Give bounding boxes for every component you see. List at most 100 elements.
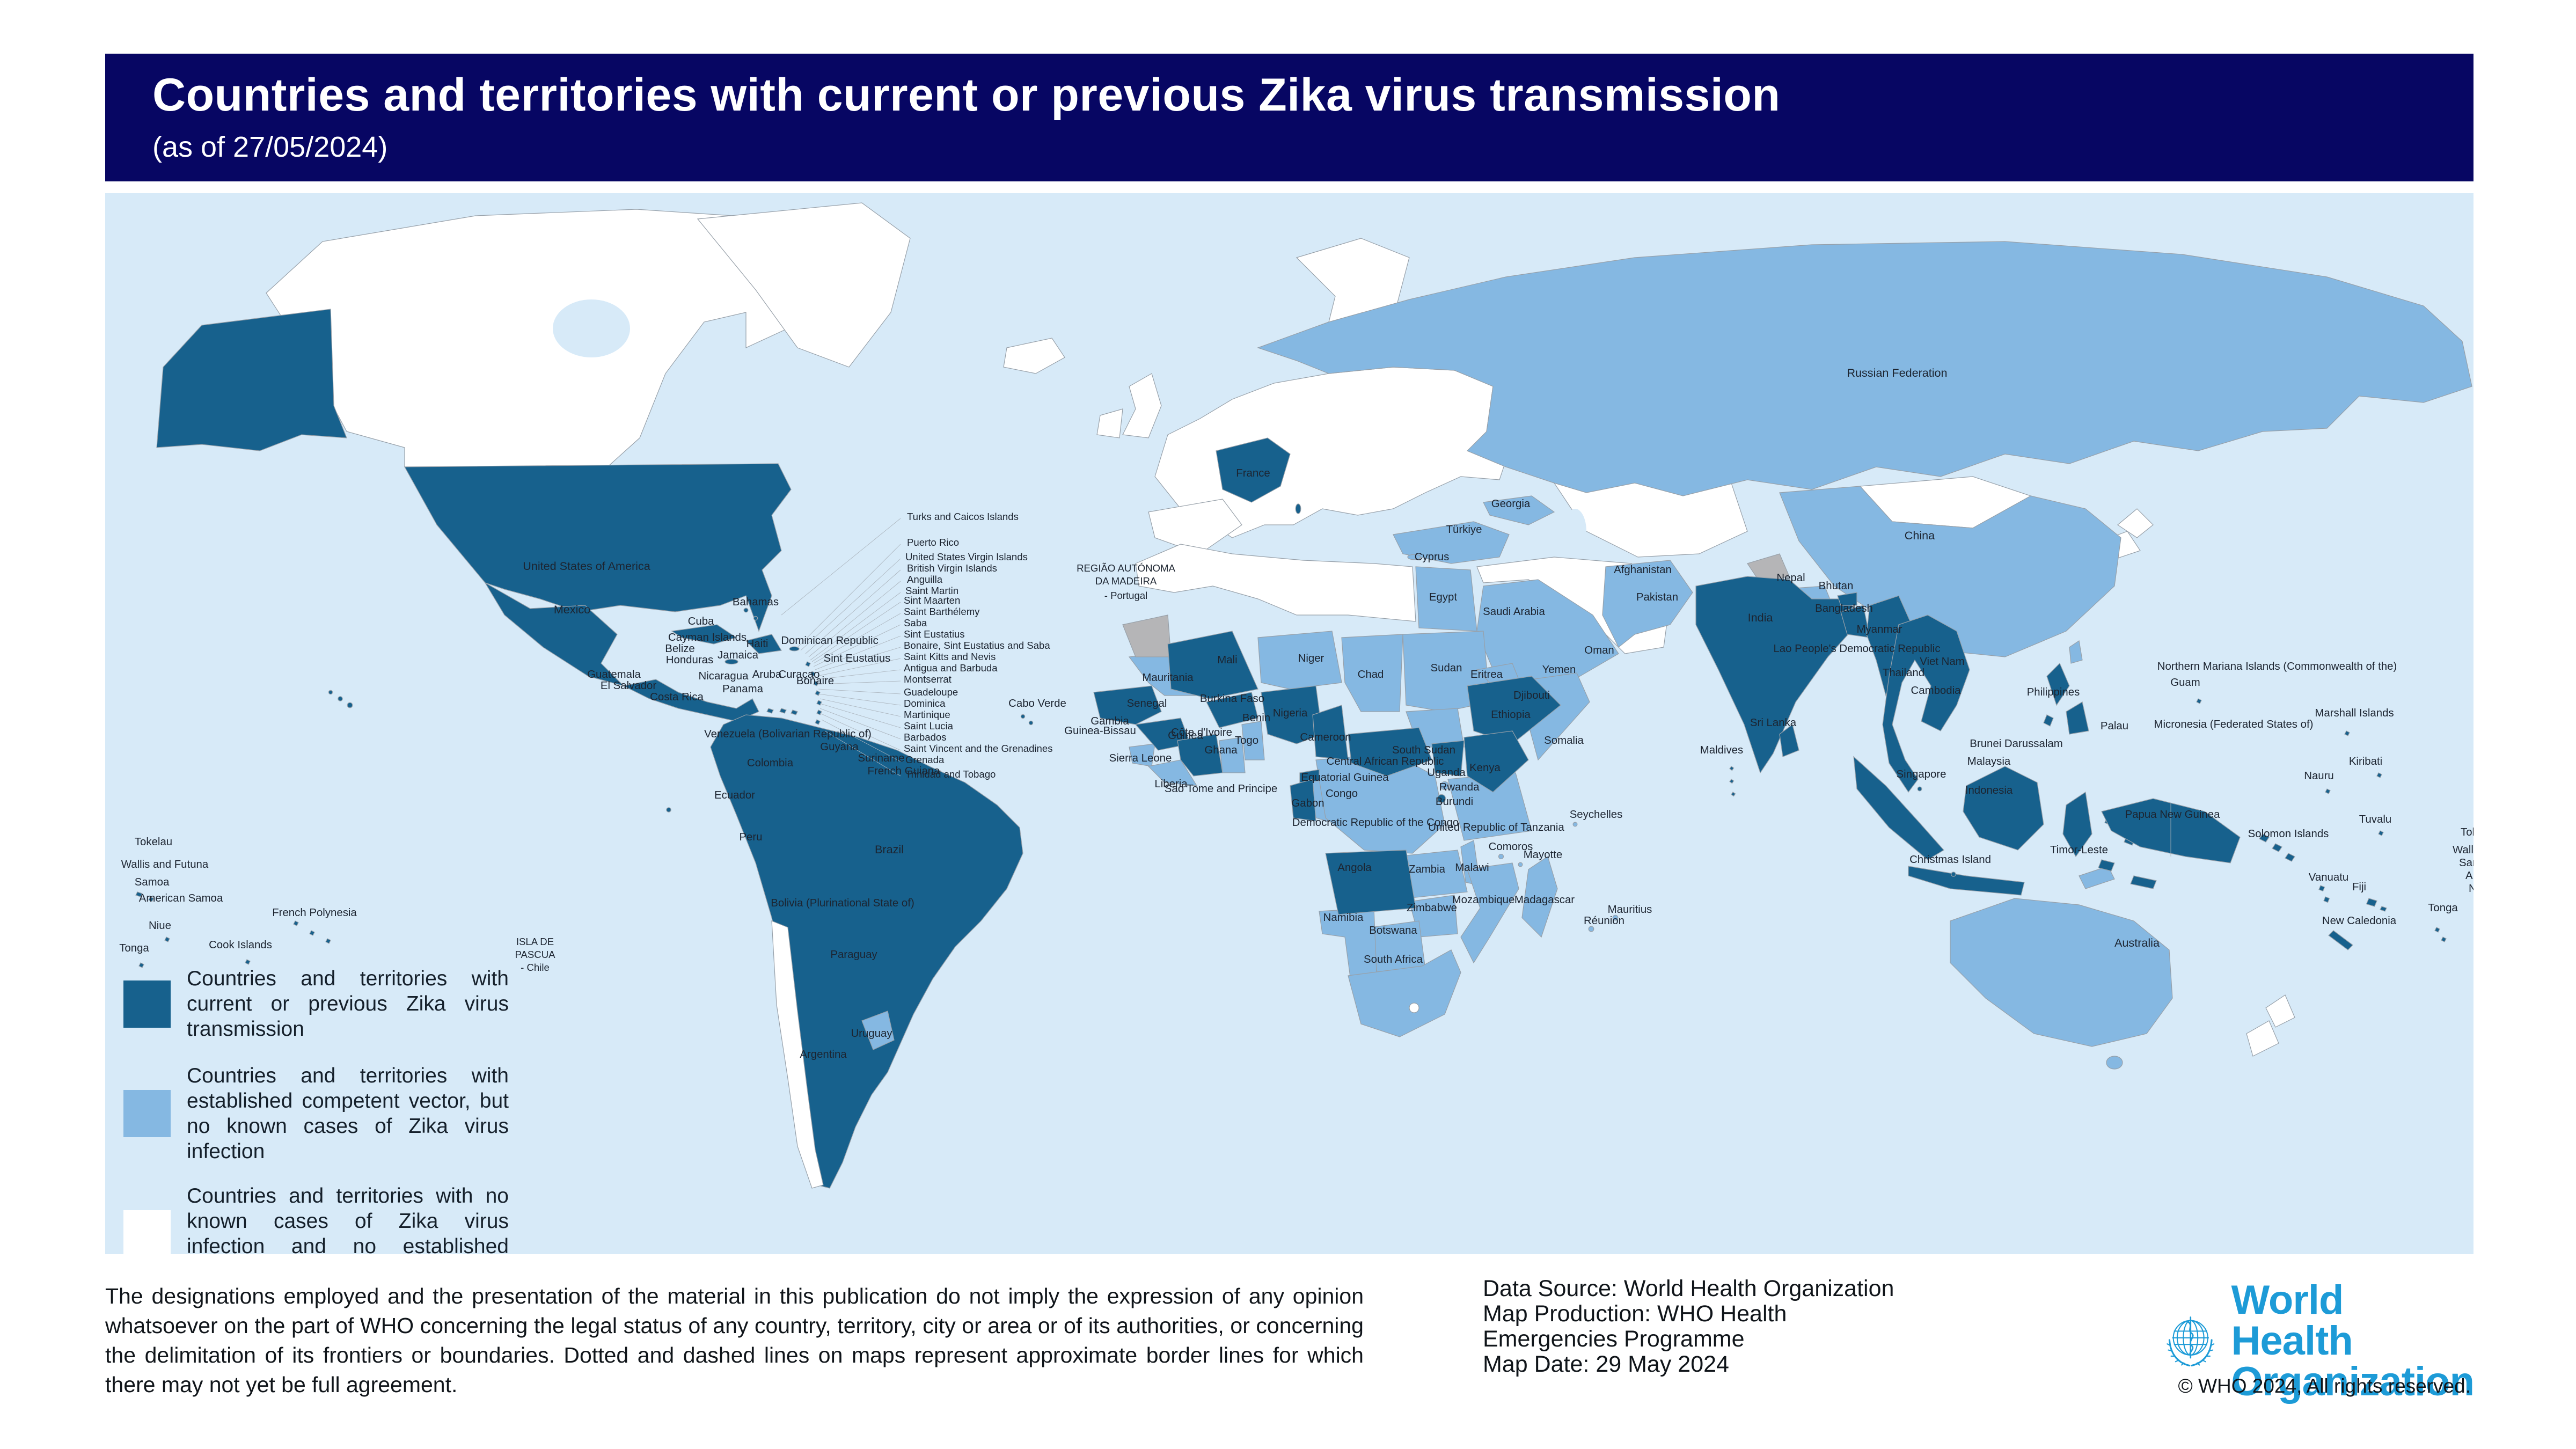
legend-swatch-none: [123, 1210, 171, 1254]
map-label: Jamaica: [718, 649, 759, 661]
country-russian-federation: [1257, 241, 2472, 496]
country-chile: [771, 920, 824, 1189]
islands-polynesia-left: [135, 891, 331, 968]
world-map: United States of America Mexico Bahamas Cub…: [105, 193, 2473, 1254]
page-title: Countries and territories with current o…: [152, 69, 1781, 121]
map-label: Egypt: [1429, 591, 1457, 603]
map-label: Guadeloupe: [904, 686, 958, 698]
copyright-text: © WHO 2024, All rights reserved.: [2178, 1375, 2471, 1397]
map-label: Montserrat: [904, 674, 952, 685]
islands-abc: [766, 708, 798, 715]
map-label: Afghanistan: [1614, 564, 1672, 576]
legend-swatch-transmission: [123, 980, 171, 1028]
map-label: Northern Mariana Islands (Commonwealth o…: [2157, 661, 2397, 672]
world-map-svg: United States of America Mexico Bahamas Cub…: [119, 202, 2473, 1189]
map-label: Bahamas: [733, 596, 779, 608]
legend-item-none: Countries and territories with no known …: [123, 1183, 564, 1254]
island-reunion: [1588, 926, 1594, 932]
legend-swatch-vector: [123, 1090, 171, 1137]
region-togo-benin: [1241, 721, 1265, 760]
map-label: Russian Federation: [1847, 366, 1947, 379]
map-label: Sint Eustatius: [904, 628, 965, 640]
map-label: Maldives: [1700, 744, 1743, 756]
map-label: Lao People's Democratic Republic: [1773, 643, 1940, 655]
map-label: Suriname: [858, 752, 904, 764]
map-label: Myanmar: [1857, 624, 1902, 635]
country-gabon: [1290, 779, 1316, 822]
map-label: Mauritius: [1608, 904, 1652, 916]
map-label: Togo: [1235, 735, 1258, 747]
map-label: Nicaragua: [699, 670, 749, 682]
islands-maldives: [1729, 766, 1736, 797]
map-label: Cook Islands: [209, 939, 272, 951]
legend-item-vector: Countries and territories with establish…: [123, 1063, 564, 1164]
map-label: Philippines: [2027, 686, 2080, 698]
map-label: China: [1905, 529, 1935, 542]
map-label: Saint Martin: [905, 585, 958, 596]
map-label: Fiji: [2352, 881, 2366, 893]
map-label: American: [2465, 870, 2473, 882]
map-legend: Countries and territories with current o…: [123, 966, 564, 1254]
map-label: Solomon Islands: [2248, 828, 2329, 840]
island-seychelles: [1572, 822, 1578, 827]
map-label: Sudan: [1431, 662, 1462, 674]
country-bhutan: [1837, 592, 1857, 606]
map-label: Bonaire, Sint Eustatius and Saba: [904, 640, 1050, 651]
map-label: Bangladesh: [1815, 603, 1873, 614]
map-label: Aruba: [752, 669, 782, 680]
map-label: Kenya: [1469, 762, 1501, 774]
country-burkina-faso: [1206, 692, 1258, 728]
map-label: Nauru: [2304, 770, 2334, 782]
region-north-africa: [1135, 544, 1416, 622]
map-label: Sint Eustatius: [824, 653, 891, 664]
who-emblem-icon: [2167, 1316, 2215, 1367]
map-label: Cayman Islands: [668, 632, 747, 643]
map-label: Namibia: [1323, 912, 1364, 924]
map-label: - Chile: [521, 962, 550, 973]
region-central-america: [623, 679, 759, 722]
map-label: India: [1748, 611, 1773, 624]
map-label: Costa Rica: [650, 691, 704, 703]
map-label: Panama: [722, 683, 764, 695]
region-iberia: [1148, 499, 1242, 554]
country-united-kingdom: [1122, 373, 1162, 438]
map-label: United Republic of Tanzania: [1428, 822, 1564, 833]
map-label: Zambia: [1409, 863, 1446, 875]
map-label: Oman: [1584, 645, 1614, 656]
map-label: Guyana: [820, 741, 859, 753]
country-cyprus: [1407, 554, 1421, 560]
country-turkiye: [1393, 521, 1510, 564]
map-label: Viet Nam: [1920, 656, 1964, 668]
map-label: Bhutan: [1819, 580, 1854, 592]
map-label: Sint Maarten: [904, 595, 960, 606]
country-taiwan: [2069, 640, 2083, 664]
map-label: Samoa: [135, 876, 170, 888]
map-label: Palau: [2101, 720, 2128, 732]
map-label: Uganda: [1427, 767, 1466, 779]
map-label: ISLA DE: [516, 936, 554, 947]
map-label: French Guiana: [868, 765, 941, 777]
country-equatorial-guinea: [1299, 769, 1320, 783]
legend-label-vector: Countries and territories with establish…: [187, 1064, 509, 1163]
map-label: Comoros: [1489, 841, 1533, 853]
map-label: Angola: [1337, 862, 1372, 874]
islands-pacific-small: [2196, 698, 2447, 942]
map-label: Curaçao: [778, 669, 819, 680]
islands-solomon: [2259, 833, 2295, 862]
map-label: Burundi: [1436, 796, 1473, 808]
map-label: Singapore: [1897, 769, 1946, 780]
map-label: Cuba: [688, 616, 714, 627]
map-label: United States of America: [523, 559, 650, 573]
map-label: New Caledonia: [2322, 915, 2397, 927]
map-label: Cabo Verde: [1008, 698, 1066, 709]
map-label: South Sudan: [1392, 744, 1455, 756]
island-new-caledonia: [2328, 930, 2353, 950]
map-label: Bonaire: [796, 675, 834, 687]
map-label: Australia: [2114, 936, 2160, 949]
map-date-line: Map Date: 29 May 2024: [1483, 1351, 1729, 1377]
country-mali: [1167, 631, 1258, 699]
map-label: Argentina: [800, 1049, 847, 1060]
map-label: Eritrea: [1470, 669, 1503, 680]
map-label: Georgia: [1491, 498, 1531, 510]
map-label: Cameroon: [1300, 731, 1351, 743]
